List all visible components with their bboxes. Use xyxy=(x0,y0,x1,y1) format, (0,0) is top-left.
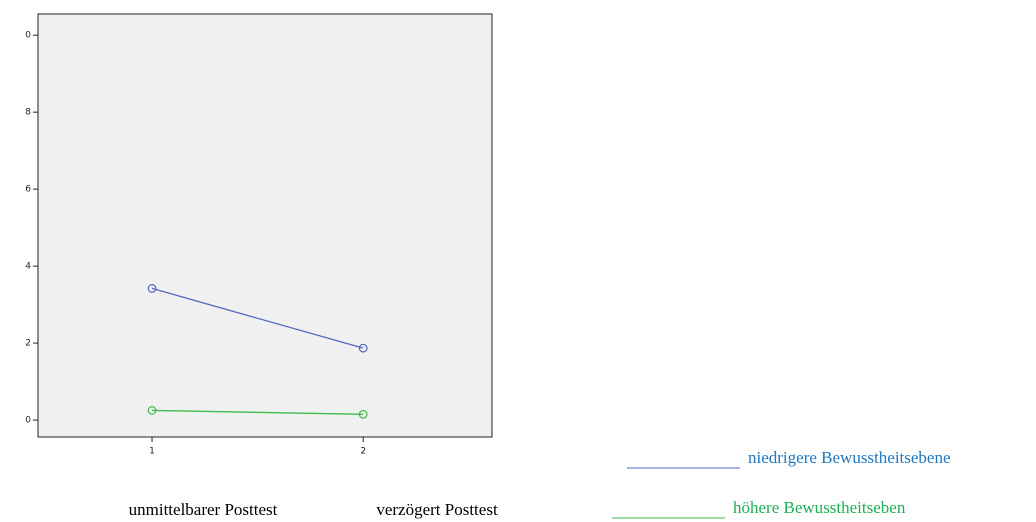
y-tick-label: 6 xyxy=(25,185,31,195)
series-line xyxy=(152,409,364,415)
y-tick-label: 2 xyxy=(25,339,31,349)
series-line xyxy=(151,287,364,349)
point-marker xyxy=(358,343,368,353)
annotation: verzögert Posttest xyxy=(376,500,498,519)
y-tick-label: 8 xyxy=(25,108,31,118)
y-tick-label: 4 xyxy=(25,262,31,272)
point-marker xyxy=(358,409,368,419)
x-tick-label: 2 xyxy=(360,447,366,457)
plot-area xyxy=(37,13,493,438)
annotation: unmittelbarer Posttest xyxy=(129,500,278,519)
y-tick-label: 0 xyxy=(25,416,31,426)
point-marker xyxy=(147,406,157,415)
legend-label: niedrigere Bewusstheitsebene xyxy=(748,448,951,467)
x-tick-label: 1 xyxy=(149,447,155,457)
legend-label: höhere Bewusstheitseben xyxy=(733,498,906,517)
point-marker xyxy=(147,284,157,293)
y-tick-label: 0 xyxy=(25,31,31,41)
